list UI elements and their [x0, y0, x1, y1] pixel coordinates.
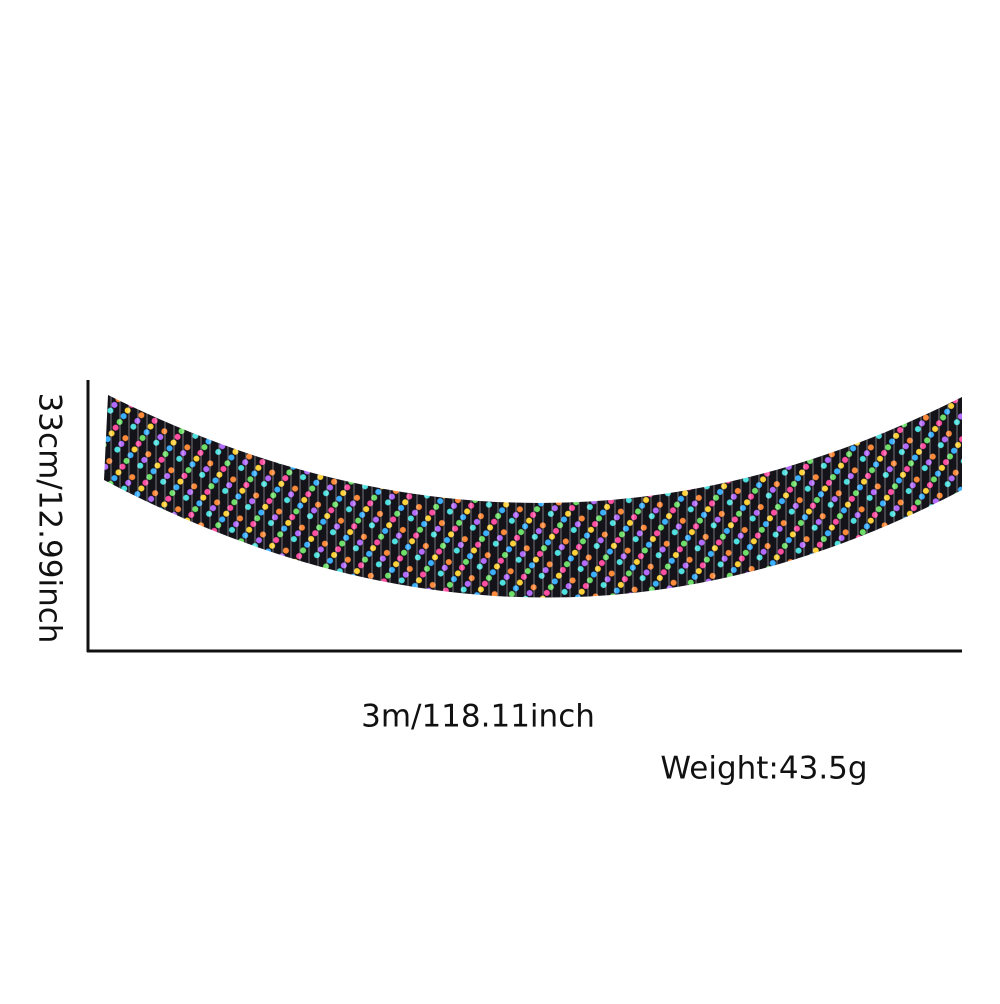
height-label: 33cm/12.99inch: [32, 393, 68, 644]
banner: [104, 395, 962, 598]
banner-fringe: [104, 395, 962, 598]
weight-label: Weight:43.5g: [660, 751, 867, 787]
width-label: 3m/118.11inch: [361, 699, 595, 735]
